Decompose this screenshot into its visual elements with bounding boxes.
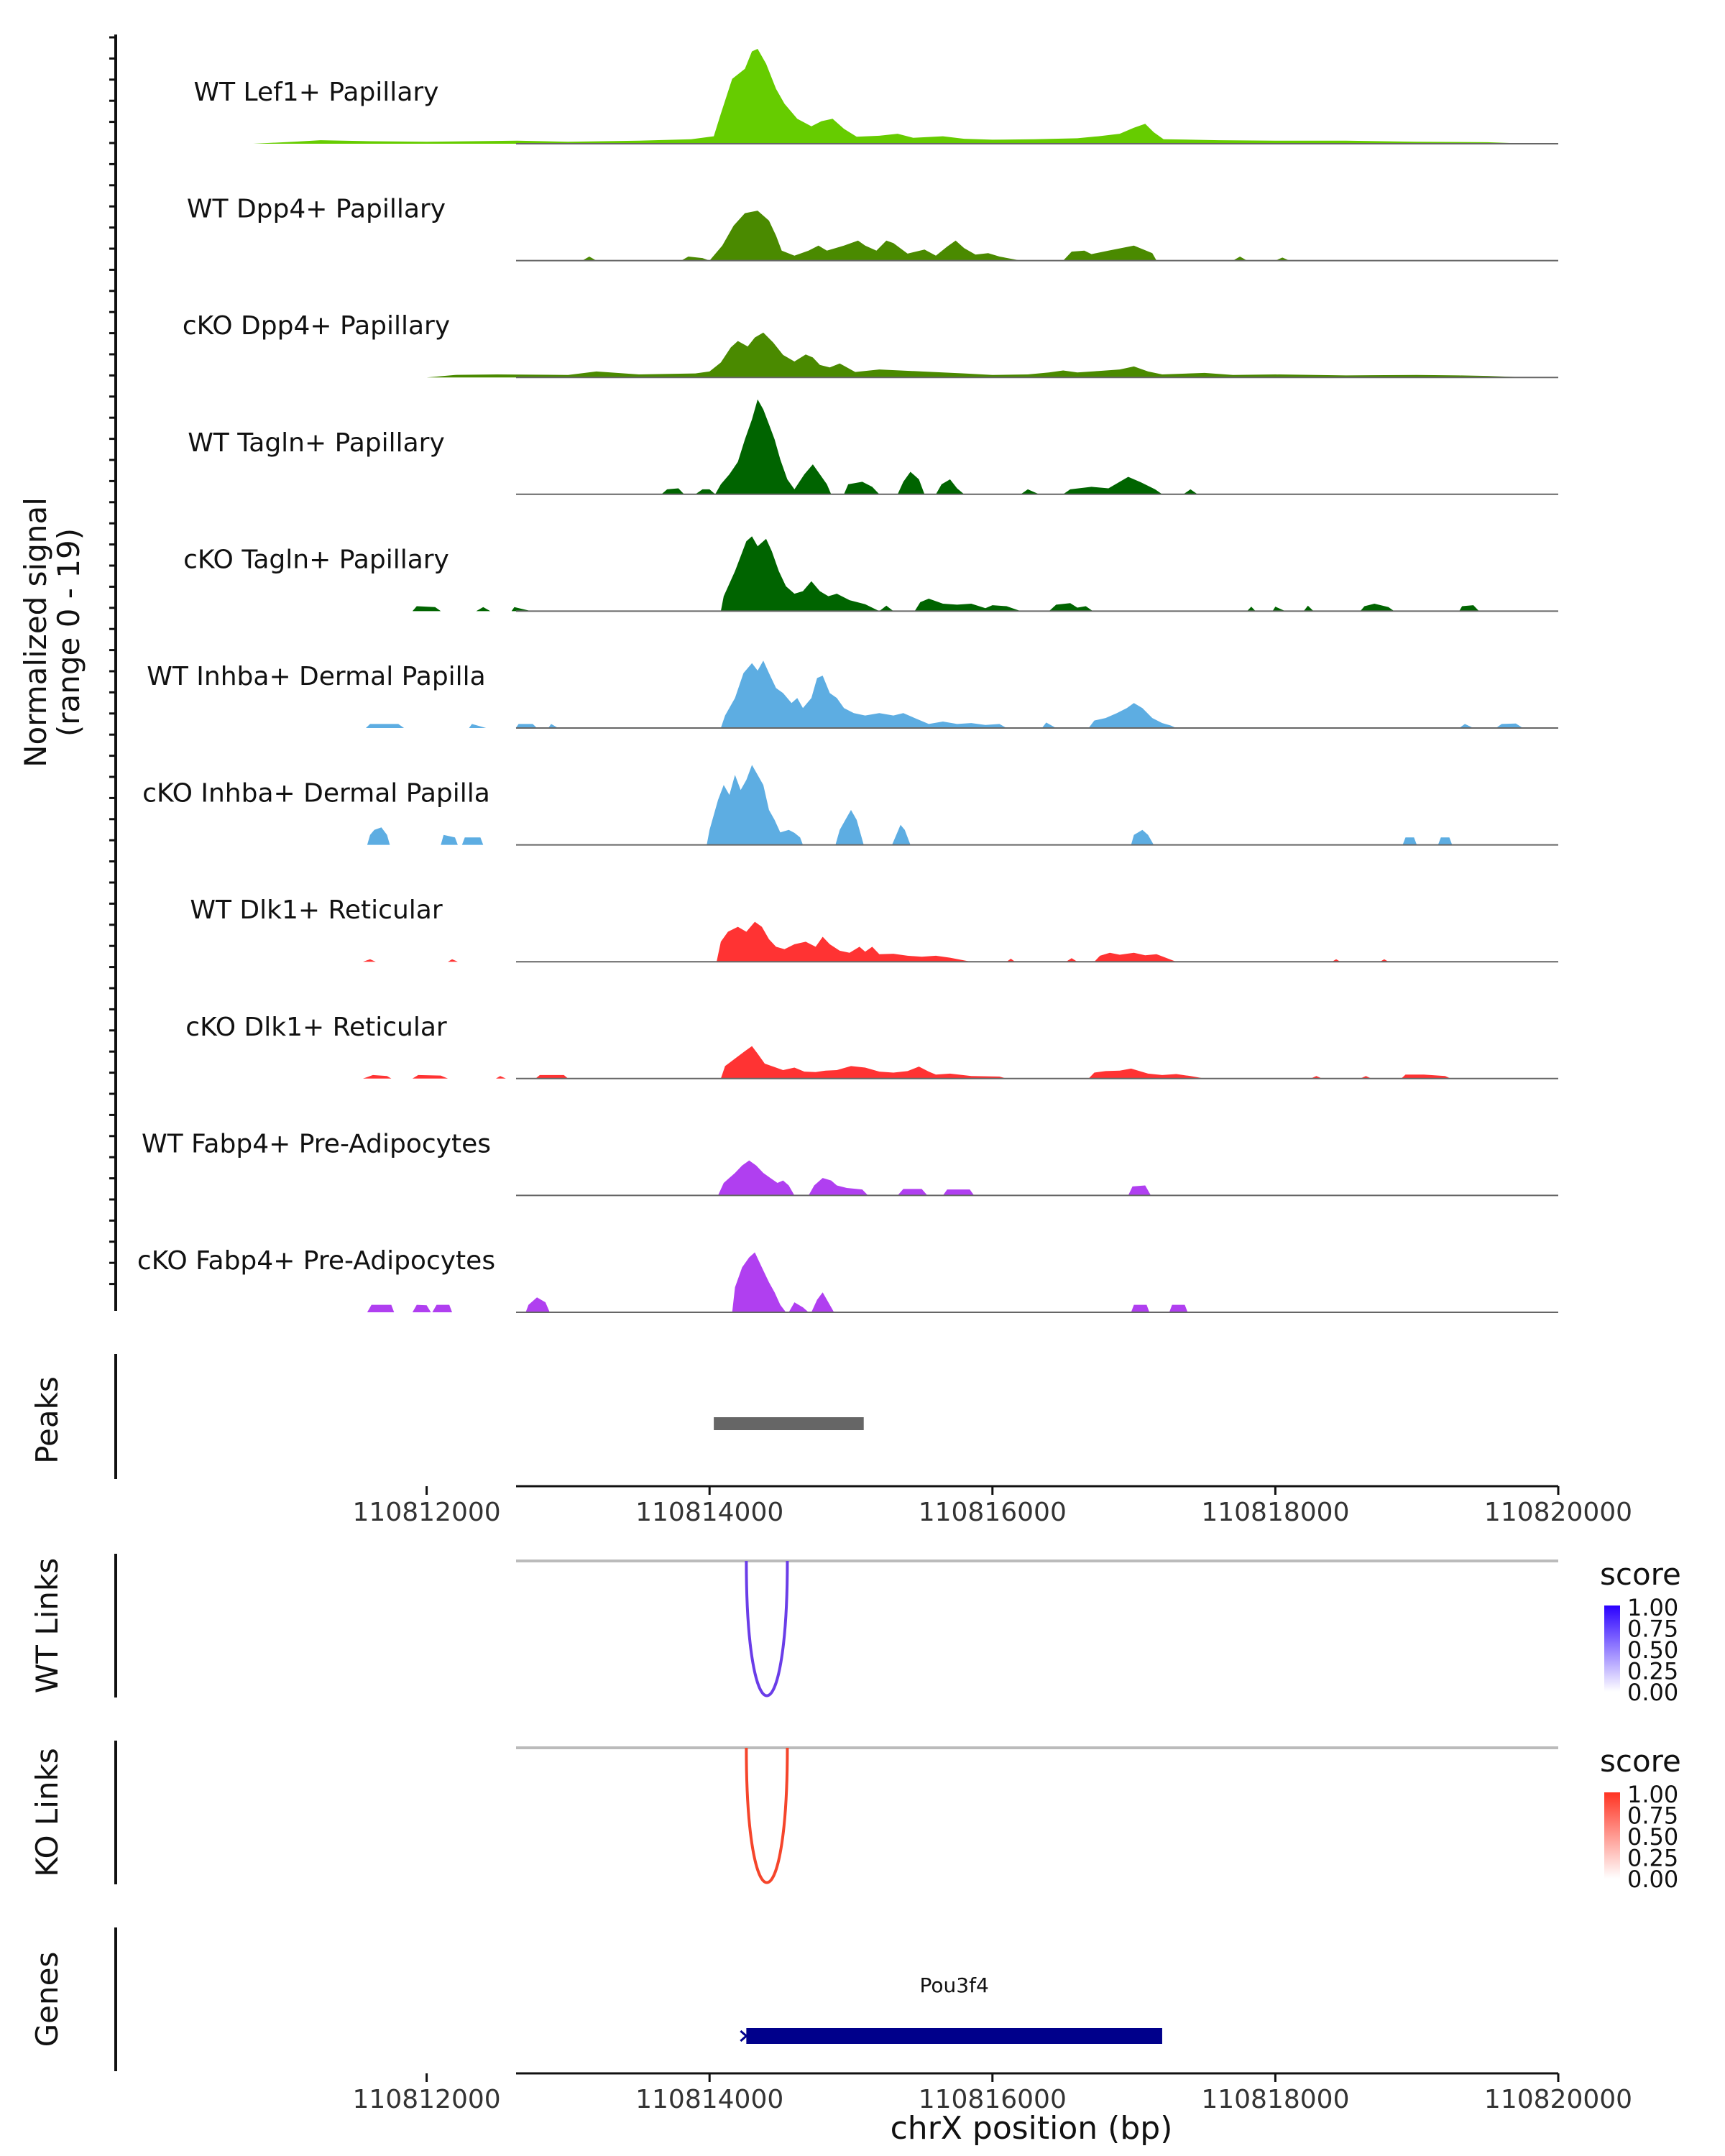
x-axis-tick-label: 110820000 (1484, 2085, 1632, 2114)
wt-score-legend-ticks: 1.000.750.500.250.00 (1627, 1594, 1678, 1706)
x-axis-tick-label: 110812000 (353, 1498, 501, 1527)
coverage-track-7: WT Dlk1+ Reticular (190, 895, 1558, 963)
coverage-area (253, 49, 1530, 144)
coverage-track-label: WT Fabp4+ Pre-Adipocytes (142, 1129, 491, 1158)
wt-score-legend-colorbar (1604, 1606, 1620, 1692)
legend-tick-label: 0.25 (1627, 1658, 1678, 1685)
coverage-track-label: cKO Dlk1+ Reticular (185, 1013, 447, 1042)
coverage-area (253, 1046, 1530, 1079)
coverage-axis-ticks (109, 36, 116, 1286)
coverage-track-3: WT Tagln+ Papillary (188, 399, 1558, 495)
x-axis-tick-label: 110820000 (1484, 1498, 1632, 1527)
coverage-track-label: WT Dpp4+ Papillary (187, 195, 446, 224)
coverage-area (253, 921, 1530, 962)
legend-tick-label: 0.00 (1627, 1679, 1678, 1706)
ko-score-legend-ticks: 1.000.750.500.250.00 (1627, 1781, 1678, 1893)
x-axis-tick-label: 110816000 (919, 2085, 1067, 2114)
coverage-track-4: cKO Tagln+ Papillary (183, 536, 1558, 612)
coverage-y-range-label: (range 0 - 19) (51, 528, 86, 737)
legend-tick-label: 0.25 (1627, 1845, 1678, 1872)
x-axis-tick-label: 110816000 (919, 1498, 1067, 1527)
wt-links-track-label: WT Links (29, 1558, 65, 1693)
coverage-y-label: Normalized signal (18, 497, 53, 768)
legend-tick-label: 0.00 (1627, 1866, 1678, 1893)
peaks-regions (714, 1417, 864, 1430)
coverage-area (253, 765, 1530, 845)
coverage-track-6: cKO Inhba+ Dermal Papilla (142, 765, 1558, 846)
gene-body (746, 2028, 1162, 2044)
coverage-area (253, 1252, 1530, 1312)
coverage-track-label: WT Lef1+ Papillary (194, 78, 439, 107)
coverage-track-2: cKO Dpp4+ Papillary (183, 311, 1558, 379)
wt-links-arcs (516, 1560, 1558, 1697)
x-axis-tick-label: 110818000 (1201, 1498, 1349, 1527)
x-axis-tick-label: 110812000 (353, 2085, 501, 2114)
coverage-track-5: WT Inhba+ Dermal Papilla (147, 660, 1558, 729)
ko-score-legend-colorbar (1604, 1792, 1620, 1879)
peaks-track-label: Peaks (29, 1376, 65, 1464)
coverage-area (253, 211, 1530, 261)
legend-tick-label: 0.50 (1627, 1636, 1678, 1664)
genes-track: Pou3f4 (740, 1973, 1162, 2044)
coverage-track-label: cKO Inhba+ Dermal Papilla (142, 779, 490, 808)
coverage-area (253, 1160, 1530, 1196)
coverage-track-label: WT Tagln+ Papillary (188, 428, 445, 458)
coverage-track-8: cKO Dlk1+ Reticular (185, 1013, 1558, 1079)
ko-score-legend-title: score (1600, 1743, 1681, 1779)
legend-tick-label: 0.75 (1627, 1802, 1678, 1830)
coverage-track-label: cKO Dpp4+ Papillary (183, 311, 450, 341)
link-arc (745, 1747, 789, 1884)
coverage-track-1: WT Dpp4+ Papillary (187, 195, 1558, 262)
x-axis-bottom: 110812000 110814000 110816000 110818000 1108… (353, 2072, 1632, 2114)
ko-links-track-label: KO Links (29, 1748, 65, 1877)
coverage-track-label: WT Dlk1+ Reticular (190, 895, 442, 925)
ko-score-legend: score 1.000.750.500.250.00 (1600, 1743, 1681, 1893)
peak-region (714, 1417, 864, 1430)
gene-strand-arrow (740, 2030, 748, 2042)
coverage-tracks: WT Lef1+ Papillary WT Dpp4+ Papillary cKO … (137, 49, 1558, 1313)
x-axis-tick-label: 110814000 (635, 2085, 783, 2114)
x-axis-title: chrX position (bp) (891, 2110, 1173, 2147)
wt-score-legend-title: score (1600, 1557, 1681, 1592)
coverage-track-label: cKO Tagln+ Papillary (183, 545, 449, 574)
x-axis-tick-label: 110814000 (635, 1498, 783, 1527)
legend-tick-label: 0.75 (1627, 1616, 1678, 1643)
link-arc (745, 1560, 789, 1697)
coverage-track-label: WT Inhba+ Dermal Papilla (147, 662, 485, 691)
legend-tick-label: 0.50 (1627, 1823, 1678, 1851)
x-axis-tick-label: 110818000 (1201, 2085, 1349, 2114)
coverage-track-9: WT Fabp4+ Pre-Adipocytes (142, 1129, 1558, 1197)
legend-tick-label: 1.00 (1627, 1594, 1678, 1621)
coverage-track-label: cKO Fabp4+ Pre-Adipocytes (137, 1246, 495, 1276)
coverage-track-0: WT Lef1+ Papillary (194, 49, 1558, 144)
coverage-track-10: cKO Fabp4+ Pre-Adipocytes (137, 1246, 1558, 1313)
legend-tick-label: 1.00 (1627, 1781, 1678, 1808)
ko-links-arcs (516, 1746, 1558, 1884)
x-axis-top: 110812000 110814000 110816000 110818000 1108… (353, 1485, 1632, 1527)
gene-name-label: Pou3f4 (920, 1973, 989, 1997)
genes-track-label: Genes (29, 1952, 65, 2047)
wt-score-legend: score 1.000.750.500.250.00 (1600, 1557, 1681, 1706)
